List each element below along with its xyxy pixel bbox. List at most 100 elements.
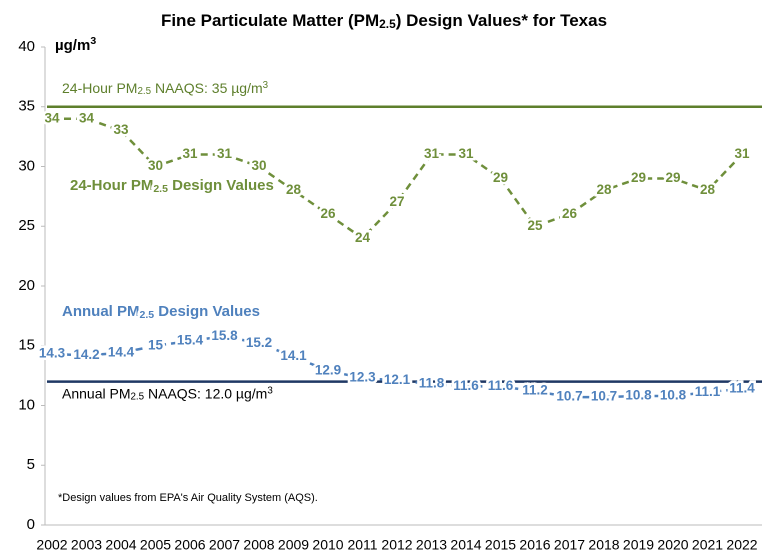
data-label: 10.8 xyxy=(660,388,687,403)
x-tick-label: 2010 xyxy=(312,537,343,553)
data-label: 29 xyxy=(493,170,508,185)
data-label: 33 xyxy=(113,122,129,137)
data-label: 27 xyxy=(389,194,404,209)
text-part: 2.5 xyxy=(130,392,144,403)
text-part: Annual PM xyxy=(62,303,140,320)
data-label: 14.3 xyxy=(39,346,66,361)
series-line xyxy=(52,117,743,240)
data-label: 14.2 xyxy=(73,347,99,362)
data-label: 30 xyxy=(148,158,163,173)
data-label: 28 xyxy=(700,182,716,197)
data-label: 29 xyxy=(631,170,646,185)
x-tick-label: 2003 xyxy=(71,537,102,553)
x-tick-label: 2005 xyxy=(140,537,171,553)
y-tick-label: 5 xyxy=(27,456,35,473)
text-part: 3 xyxy=(267,385,273,396)
data-label: 15.8 xyxy=(211,328,238,343)
reference-label: Annual PM2.5 NAAQS: 12.0 µg/m3 xyxy=(62,385,273,403)
x-tick-label: 2021 xyxy=(692,537,723,553)
x-tick-label: 2017 xyxy=(554,537,585,553)
data-label: 26 xyxy=(320,206,336,221)
text-part: 2.5 xyxy=(140,309,155,321)
x-tick-label: 2006 xyxy=(174,537,205,553)
data-label: 14.1 xyxy=(280,348,307,363)
y-tick-label: 15 xyxy=(18,337,35,354)
data-label: 11.1 xyxy=(695,384,721,399)
y-tick-label: 40 xyxy=(18,38,35,55)
x-tick-label: 2012 xyxy=(381,537,412,553)
x-tick-label: 2020 xyxy=(657,537,688,553)
data-label: 31 xyxy=(217,146,233,161)
data-label: 10.7 xyxy=(591,389,617,404)
data-label: 12.1 xyxy=(384,372,411,387)
y-tick-label: 25 xyxy=(18,217,35,234)
text-part: 2.5 xyxy=(153,183,168,195)
text-part: 3 xyxy=(90,35,96,47)
text-part: Design Values xyxy=(168,177,274,194)
chart-title: Fine Particulate Matter (PM2.5) Design V… xyxy=(161,11,607,31)
data-label: 34 xyxy=(44,110,60,125)
x-tick-label: 2016 xyxy=(519,537,550,553)
data-label: 30 xyxy=(251,158,266,173)
reference-label: 24-Hour PM2.5 NAAQS: 35 µg/m3 xyxy=(62,79,269,97)
x-tick-label: 2022 xyxy=(726,537,757,553)
x-tick-label: 2018 xyxy=(588,537,619,553)
data-label: 15 xyxy=(148,337,164,352)
x-tick-label: 2004 xyxy=(105,537,136,553)
y-tick-label: 30 xyxy=(18,157,35,174)
text-part: Fine Particulate Matter (PM xyxy=(161,11,379,30)
x-tick-label: 2013 xyxy=(416,537,447,553)
text-part: ) Design Values* for Texas xyxy=(396,11,607,30)
data-label: 12.9 xyxy=(315,362,341,377)
data-label: 26 xyxy=(562,206,578,221)
data-label: 11.6 xyxy=(488,378,514,393)
data-label: 14.4 xyxy=(108,344,135,359)
y-axis-label: µg/m3 xyxy=(55,35,96,54)
x-tick-label: 2009 xyxy=(278,537,309,553)
data-label: 15.2 xyxy=(246,335,272,350)
y-tick-label: 0 xyxy=(27,516,35,533)
text-part: 2.5 xyxy=(137,86,151,97)
data-label: 31 xyxy=(734,146,750,161)
series-label: 24-Hour PM2.5 Design Values xyxy=(70,177,274,195)
x-tick-label: 2019 xyxy=(623,537,654,553)
x-tick-label: 2011 xyxy=(347,537,377,553)
data-label: 10.8 xyxy=(625,388,652,403)
y-tick-label: 35 xyxy=(18,98,35,115)
text-part: NAAQS: 12.0 µg/m xyxy=(144,385,267,401)
footnote: *Design values from EPA's Air Quality Sy… xyxy=(58,492,318,504)
data-label: 31 xyxy=(458,146,474,161)
x-tick-label: 2008 xyxy=(243,537,274,553)
text-part: NAAQS: 35 µg/m xyxy=(151,79,263,95)
x-tick-label: 2015 xyxy=(485,537,516,553)
data-label: 15.4 xyxy=(177,333,204,348)
data-label: 11.8 xyxy=(419,376,445,391)
text-part: 24-Hour PM xyxy=(70,177,153,194)
data-label: 25 xyxy=(527,218,543,233)
text-part: 2.5 xyxy=(379,17,396,31)
data-label: 31 xyxy=(182,146,198,161)
data-label: 28 xyxy=(286,182,302,197)
y-tick-label: 10 xyxy=(18,396,35,413)
x-tick-label: 2007 xyxy=(209,537,240,553)
data-label: 11.6 xyxy=(453,378,479,393)
series-label: Annual PM2.5 Design Values xyxy=(62,303,260,321)
data-label: 24 xyxy=(355,230,371,245)
text-part: µg/m xyxy=(55,37,90,54)
data-label: 10.7 xyxy=(556,389,582,404)
data-label: 11.2 xyxy=(522,383,548,398)
x-tick-label: 2014 xyxy=(450,537,481,553)
data-label: 31 xyxy=(424,146,440,161)
x-tick-label: 2002 xyxy=(36,537,67,553)
text-part: 3 xyxy=(263,79,269,90)
data-label: 29 xyxy=(665,170,680,185)
data-label: 12.3 xyxy=(349,370,376,385)
series-line xyxy=(51,334,743,399)
data-label: 28 xyxy=(596,182,612,197)
y-tick-label: 20 xyxy=(18,277,35,294)
data-label: 34 xyxy=(79,110,95,125)
text-part: Annual PM xyxy=(62,385,130,401)
text-part: Design Values xyxy=(154,303,260,320)
text-part: 24-Hour PM xyxy=(62,79,137,95)
